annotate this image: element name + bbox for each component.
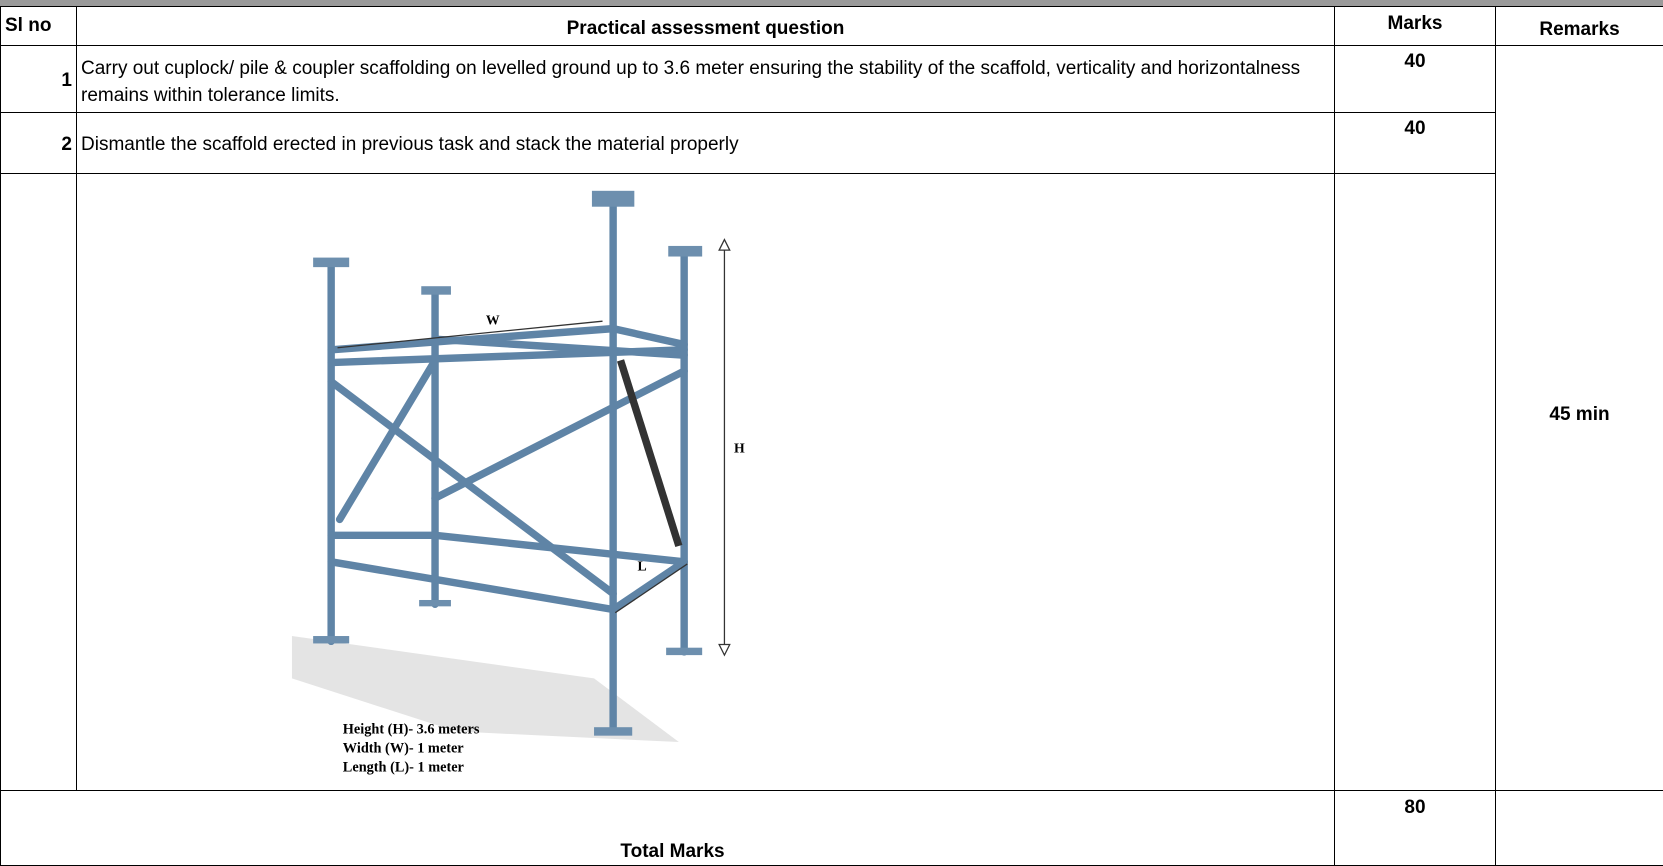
marks-cell: 80 [1334, 790, 1496, 866]
remarks-text: 45 min [1549, 404, 1610, 425]
top-bar [0, 0, 1663, 6]
marks-cell: 40 [1334, 112, 1496, 174]
sl-cell: 2 [0, 112, 77, 174]
header-cell: Practical assessment question [76, 6, 1335, 46]
header-text: Marks [1387, 13, 1443, 34]
header-text: Remarks [1539, 19, 1620, 40]
question-cell: Dismantle the scaffold erected in previo… [76, 112, 1335, 174]
total-label: Total Marks [620, 841, 725, 862]
header-text: Sl no [5, 15, 52, 36]
question-text: Dismantle the scaffold erected in previo… [81, 134, 739, 155]
remarks-cell [1495, 790, 1663, 866]
total-marks: 80 [1404, 797, 1426, 818]
marks-cell [1334, 173, 1496, 791]
total-label-cell: Total Marks [0, 790, 1335, 866]
marks-value: 40 [1404, 118, 1426, 139]
marks-value: 40 [1404, 51, 1426, 72]
remarks-cell: 45 min [1495, 45, 1663, 791]
sl-cell: 1 [0, 45, 77, 113]
header-cell: Remarks [1495, 6, 1663, 46]
header-cell: Marks [1334, 6, 1496, 46]
sl-number: 2 [61, 134, 72, 155]
question-text: Carry out cuplock/ pile & coupler scaffo… [81, 58, 1301, 106]
header-cell: Sl no [0, 6, 77, 46]
header-text: Practical assessment question [566, 18, 845, 39]
figure-cell [76, 173, 1335, 791]
sl-cell [0, 173, 77, 791]
question-cell: Carry out cuplock/ pile & coupler scaffo… [76, 45, 1335, 113]
sl-number: 1 [61, 70, 72, 91]
marks-cell: 40 [1334, 45, 1496, 113]
